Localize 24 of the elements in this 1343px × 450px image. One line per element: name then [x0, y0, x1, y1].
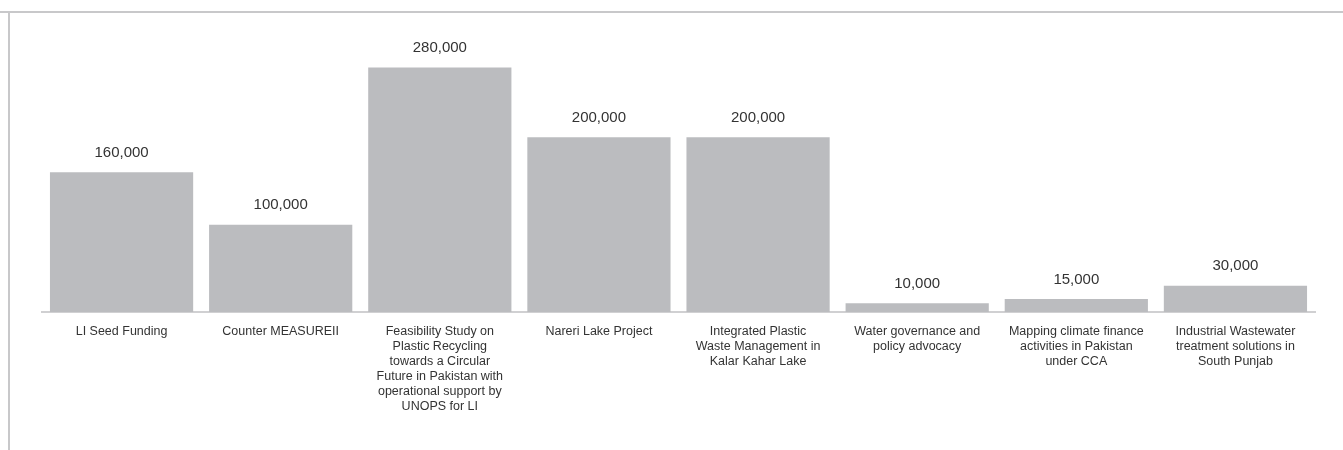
- x-tick-label: Industrial Wastewater treatment solutions in South Punjab: [1175, 323, 1296, 368]
- bar: [209, 224, 353, 312]
- bar: [1004, 298, 1148, 312]
- bar: [845, 303, 989, 312]
- bar: [686, 137, 830, 312]
- x-tick-label: Feasibility Study on Plastic Recycling towards a Circular Future in Pakistan with operational support by UNOPS for LI: [376, 323, 504, 413]
- data-label: 160,000: [94, 142, 149, 160]
- data-label: 280,000: [412, 38, 467, 56]
- x-tick-label: LI Seed Funding: [75, 323, 168, 338]
- x-tick-label: Mapping climate finance activities in Pakistan under CCA: [1008, 323, 1144, 368]
- bar: [49, 172, 194, 312]
- bar: [1163, 285, 1308, 312]
- x-tick-label: Counter MEASUREII: [222, 323, 340, 338]
- x-tick-label: Integrated Plastic Waste Management in Kalar Kahar Lake: [695, 323, 821, 368]
- data-label: 10,000: [894, 273, 941, 291]
- data-label: 15,000: [1053, 269, 1100, 287]
- data-label: 30,000: [1212, 256, 1259, 274]
- data-label: 100,000: [253, 195, 308, 213]
- bar: [368, 67, 512, 312]
- bar: [527, 137, 671, 312]
- data-label: 200,000: [730, 107, 786, 125]
- x-tick-label: Water governance and policy advocacy: [854, 323, 981, 353]
- data-label: 200,000: [571, 107, 627, 125]
- x-tick-label: Nareri Lake Project: [545, 323, 653, 338]
